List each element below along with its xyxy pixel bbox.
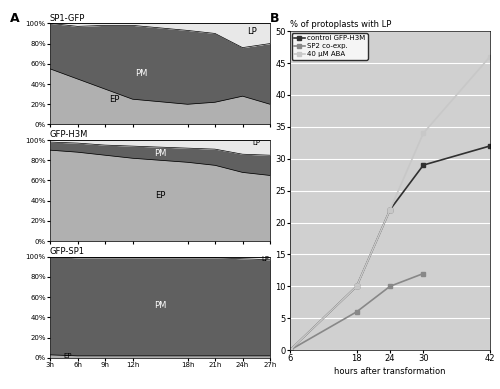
40 μM ABA — [354, 284, 360, 289]
Text: B: B — [270, 12, 280, 25]
Text: EP: EP — [109, 95, 120, 104]
Text: LP: LP — [252, 140, 260, 146]
Text: A: A — [10, 12, 20, 25]
40 μM ABA — [487, 54, 493, 59]
control GFP-H3M — [354, 284, 360, 289]
control GFP-H3M — [420, 163, 426, 167]
Text: EP: EP — [155, 191, 165, 200]
Text: PM: PM — [154, 301, 166, 310]
control GFP-H3M — [287, 348, 293, 352]
Line: SP2 co-exp.: SP2 co-exp. — [288, 271, 426, 352]
SP2 co-exp. — [387, 284, 393, 289]
Text: LP: LP — [247, 27, 256, 36]
control GFP-H3M — [387, 207, 393, 212]
Text: PM: PM — [154, 149, 166, 158]
X-axis label: hours after transformation: hours after transformation — [334, 368, 446, 377]
SP2 co-exp. — [420, 271, 426, 276]
Text: % of protoplasts with LP: % of protoplasts with LP — [290, 20, 392, 29]
Line: 40 μM ABA: 40 μM ABA — [288, 54, 492, 352]
Text: LP: LP — [262, 256, 270, 262]
40 μM ABA — [387, 207, 393, 212]
control GFP-H3M — [487, 144, 493, 148]
40 μM ABA — [420, 131, 426, 135]
SP2 co-exp. — [287, 348, 293, 352]
Text: SP1-GFP: SP1-GFP — [50, 14, 86, 23]
Text: GFP-H3M: GFP-H3M — [50, 130, 88, 139]
SP2 co-exp. — [354, 310, 360, 314]
Text: EP: EP — [64, 353, 72, 359]
Text: GFP-SP1: GFP-SP1 — [50, 247, 85, 256]
Text: PM: PM — [136, 69, 148, 79]
Legend: control GFP-H3M, SP2 co-exp., 40 μM ABA: control GFP-H3M, SP2 co-exp., 40 μM ABA — [292, 33, 368, 60]
Line: control GFP-H3M: control GFP-H3M — [288, 144, 492, 352]
40 μM ABA — [287, 348, 293, 352]
